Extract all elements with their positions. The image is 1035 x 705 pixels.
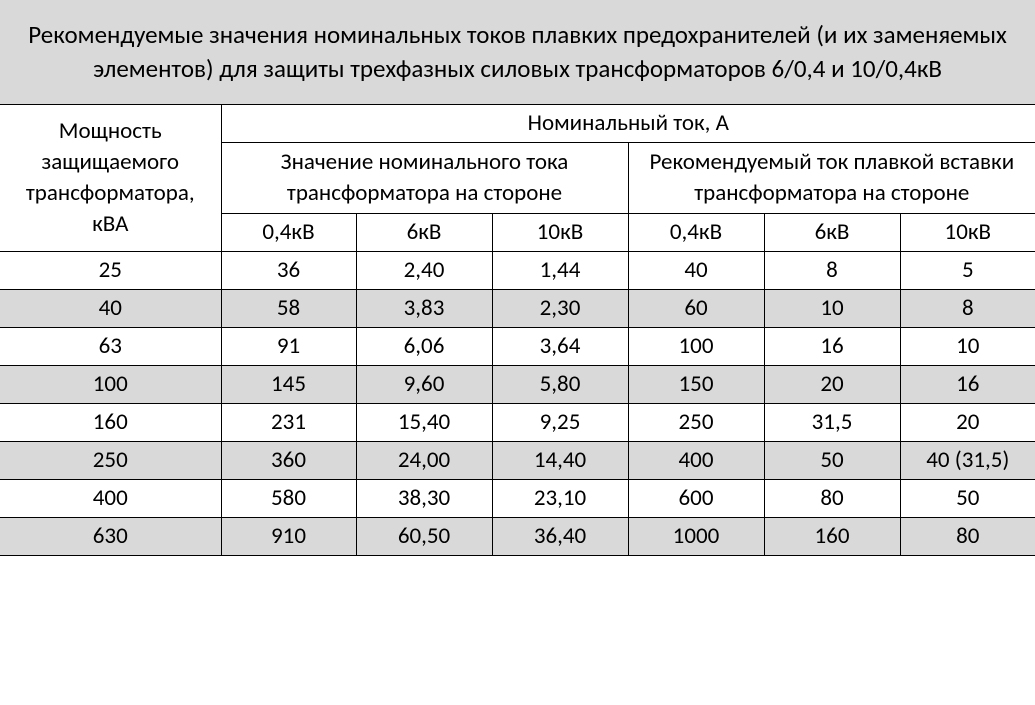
cell-n04: 145 xyxy=(221,365,356,403)
cell-r04: 100 xyxy=(628,327,764,365)
sub-header-10kv-a: 10кВ xyxy=(492,213,628,251)
col-header-group-nominal: Значение номинального тока трансформатор… xyxy=(221,142,628,213)
cell-r04: 40 xyxy=(628,251,764,289)
cell-r6: 20 xyxy=(764,365,900,403)
cell-power: 63 xyxy=(0,327,221,365)
cell-n6: 38,30 xyxy=(356,479,492,517)
cell-n04: 36 xyxy=(221,251,356,289)
sub-header-10kv-b: 10кВ xyxy=(900,213,1035,251)
cell-power: 630 xyxy=(0,518,221,556)
cell-n10: 14,40 xyxy=(492,441,628,479)
cell-r6: 50 xyxy=(764,441,900,479)
sub-header-6kv-a: 6кВ xyxy=(356,213,492,251)
table-row: 1001459,605,801502016 xyxy=(0,365,1035,403)
header-row-1: Мощность защищаемого трансформатора, кВА… xyxy=(0,104,1035,142)
cell-r6: 31,5 xyxy=(764,403,900,441)
table-row: 40058038,3023,106008050 xyxy=(0,479,1035,517)
table-row: 40583,832,3060108 xyxy=(0,289,1035,327)
cell-n10: 3,64 xyxy=(492,327,628,365)
cell-n10: 5,80 xyxy=(492,365,628,403)
table-row: 25036024,0014,404005040 (31,5) xyxy=(0,441,1035,479)
cell-n10: 2,30 xyxy=(492,289,628,327)
cell-r10: 40 (31,5) xyxy=(900,441,1035,479)
cell-r10: 50 xyxy=(900,479,1035,517)
table-row: 63916,063,641001610 xyxy=(0,327,1035,365)
cell-r10: 5 xyxy=(900,251,1035,289)
cell-n04: 360 xyxy=(221,441,356,479)
table-row: 63091060,5036,40100016080 xyxy=(0,518,1035,556)
table-row: 25362,401,444085 xyxy=(0,251,1035,289)
col-header-power: Мощность защищаемого трансформатора, кВА xyxy=(0,104,221,251)
cell-r6: 10 xyxy=(764,289,900,327)
sub-header-0-4kv-a: 0,4кВ xyxy=(221,213,356,251)
cell-r04: 600 xyxy=(628,479,764,517)
table-row: 16023115,409,2525031,520 xyxy=(0,403,1035,441)
cell-power: 400 xyxy=(0,479,221,517)
sub-header-6kv-b: 6кВ xyxy=(764,213,900,251)
cell-n6: 24,00 xyxy=(356,441,492,479)
cell-r04: 60 xyxy=(628,289,764,327)
title-row: Рекомендуемые значения номинальных токов… xyxy=(0,0,1035,104)
cell-n04: 231 xyxy=(221,403,356,441)
cell-power: 160 xyxy=(0,403,221,441)
cell-r10: 80 xyxy=(900,518,1035,556)
cell-r10: 8 xyxy=(900,289,1035,327)
cell-r6: 16 xyxy=(764,327,900,365)
cell-r04: 250 xyxy=(628,403,764,441)
cell-n6: 3,83 xyxy=(356,289,492,327)
cell-n04: 910 xyxy=(221,518,356,556)
sub-header-0-4kv-b: 0,4кВ xyxy=(628,213,764,251)
cell-n10: 1,44 xyxy=(492,251,628,289)
cell-power: 40 xyxy=(0,289,221,327)
fuse-ratings-table: Рекомендуемые значения номинальных токов… xyxy=(0,0,1035,556)
cell-n10: 36,40 xyxy=(492,518,628,556)
cell-n6: 2,40 xyxy=(356,251,492,289)
cell-n04: 58 xyxy=(221,289,356,327)
cell-n6: 15,40 xyxy=(356,403,492,441)
cell-power: 25 xyxy=(0,251,221,289)
cell-r6: 160 xyxy=(764,518,900,556)
cell-r6: 80 xyxy=(764,479,900,517)
col-header-nominal-current: Номинальный ток, А xyxy=(221,104,1035,142)
cell-r04: 150 xyxy=(628,365,764,403)
col-header-group-recommended: Рекомендуемый ток плавкой вставки трансф… xyxy=(628,142,1035,213)
cell-r10: 20 xyxy=(900,403,1035,441)
cell-n6: 9,60 xyxy=(356,365,492,403)
cell-power: 250 xyxy=(0,441,221,479)
cell-r10: 16 xyxy=(900,365,1035,403)
cell-n04: 580 xyxy=(221,479,356,517)
table-title: Рекомендуемые значения номинальных токов… xyxy=(0,0,1035,104)
cell-n10: 23,10 xyxy=(492,479,628,517)
cell-r6: 8 xyxy=(764,251,900,289)
cell-power: 100 xyxy=(0,365,221,403)
cell-n6: 60,50 xyxy=(356,518,492,556)
cell-n04: 91 xyxy=(221,327,356,365)
cell-r10: 10 xyxy=(900,327,1035,365)
cell-n10: 9,25 xyxy=(492,403,628,441)
cell-r04: 400 xyxy=(628,441,764,479)
cell-n6: 6,06 xyxy=(356,327,492,365)
cell-r04: 1000 xyxy=(628,518,764,556)
